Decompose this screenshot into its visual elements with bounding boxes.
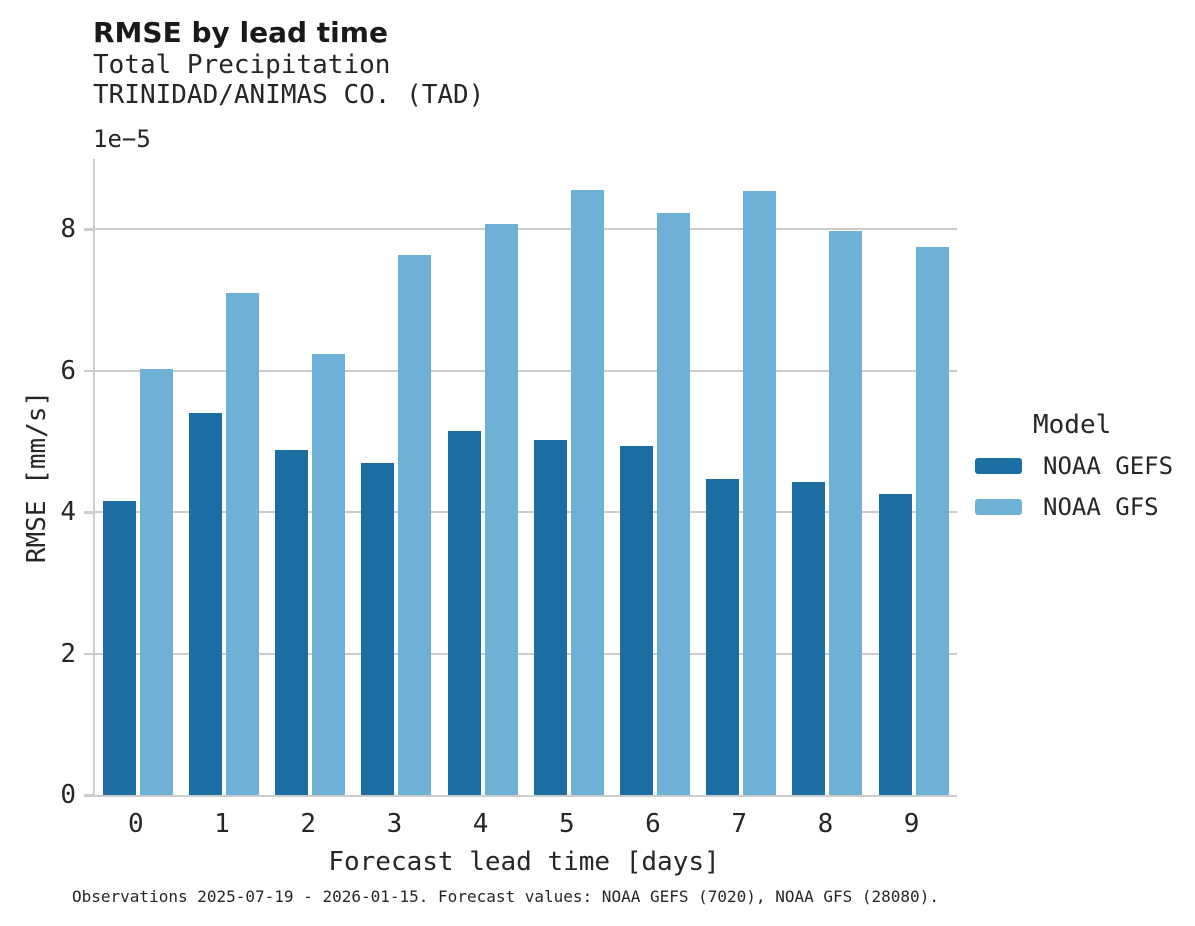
x-tick-label-2: 2: [300, 809, 317, 839]
plot-area: [93, 159, 957, 797]
gridline-y-8: [95, 228, 957, 231]
bar-noaa-gfs-lead-9: [915, 247, 949, 795]
y-tick-label-8: 8: [60, 214, 76, 245]
y-tick-label-4: 4: [60, 497, 76, 528]
x-tick-label-6: 6: [645, 809, 661, 839]
y-axis-offset-label: 1e−5: [93, 125, 151, 153]
gridline-y-2: [95, 652, 957, 655]
y-tick-label-2: 2: [60, 638, 76, 669]
y-axis-label: RMSE [mm/s]: [22, 390, 52, 564]
y-tick-label-6: 6: [60, 355, 76, 386]
bar-noaa-gefs-lead-2: [275, 450, 309, 795]
x-tick-label-1: 1: [214, 809, 230, 839]
legend-items: NOAA GEFS NOAA GFS: [975, 452, 1173, 521]
bar-noaa-gefs-lead-1: [189, 412, 222, 795]
bar-noaa-gefs-lead-6: [620, 446, 653, 795]
x-tick-label-5: 5: [558, 809, 575, 839]
bar-noaa-gfs-lead-3: [398, 255, 432, 795]
bar-noaa-gfs-lead-6: [657, 212, 690, 795]
legend: Model NOAA GEFS NOAA GFS: [975, 410, 1173, 534]
bar-noaa-gfs-lead-2: [312, 354, 346, 795]
x-tick-label-0: 0: [127, 809, 144, 839]
legend-swatch-noaa-gfs: [975, 499, 1022, 515]
gridline-y-6: [95, 369, 957, 372]
y-tick-mark-6: [84, 369, 93, 373]
legend-item-noaa-gfs: NOAA GFS: [975, 493, 1173, 521]
y-tick-mark-8: [84, 228, 93, 231]
bar-noaa-gfs-lead-4: [484, 224, 518, 795]
bar-noaa-gefs-lead-3: [361, 462, 395, 795]
bar-noaa-gefs-lead-8: [792, 481, 826, 795]
bar-noaa-gfs-lead-7: [743, 190, 777, 795]
bar-noaa-gefs-lead-4: [447, 430, 481, 795]
x-axis-label: Forecast lead time [days]: [328, 847, 720, 877]
y-tick-mark-4: [84, 511, 93, 514]
x-tick-label-7: 7: [731, 809, 748, 839]
bar-noaa-gefs-lead-9: [878, 493, 912, 795]
bar-noaa-gefs-lead-0: [102, 500, 136, 795]
x-tick-label-8: 8: [817, 809, 834, 839]
y-tick-mark-2: [84, 652, 93, 655]
x-tick-label-9: 9: [903, 809, 920, 839]
x-tick-label-3: 3: [386, 809, 403, 839]
bar-noaa-gfs-lead-1: [226, 293, 259, 795]
chart-subtitle-variable: Total Precipitation: [93, 50, 391, 80]
bar-noaa-gfs-lead-0: [139, 369, 173, 795]
bar-noaa-gefs-lead-5: [533, 439, 567, 795]
legend-swatch-noaa-gefs: [975, 458, 1022, 474]
y-tick-label-0: 0: [60, 780, 76, 810]
legend-title: Model: [1033, 410, 1112, 440]
chart-title: RMSE by lead time: [93, 16, 388, 49]
y-tick-mark-0: [84, 794, 93, 797]
x-tick-label-4: 4: [472, 809, 489, 839]
legend-label-noaa-gefs: NOAA GEFS: [1043, 452, 1174, 480]
bar-noaa-gefs-lead-7: [706, 479, 740, 795]
footer-caption: Observations 2025-07-19 - 2026-01-15. Fo…: [72, 887, 939, 906]
gridline-y-4: [95, 511, 957, 514]
bar-noaa-gfs-lead-8: [829, 231, 863, 795]
bar-noaa-gfs-lead-5: [570, 190, 604, 795]
legend-label-noaa-gfs: NOAA GFS: [1043, 493, 1159, 521]
chart-subtitle-station: TRINIDAD/ANIMAS CO. (TAD): [93, 80, 485, 110]
legend-item-noaa-gefs: NOAA GEFS: [975, 452, 1173, 480]
